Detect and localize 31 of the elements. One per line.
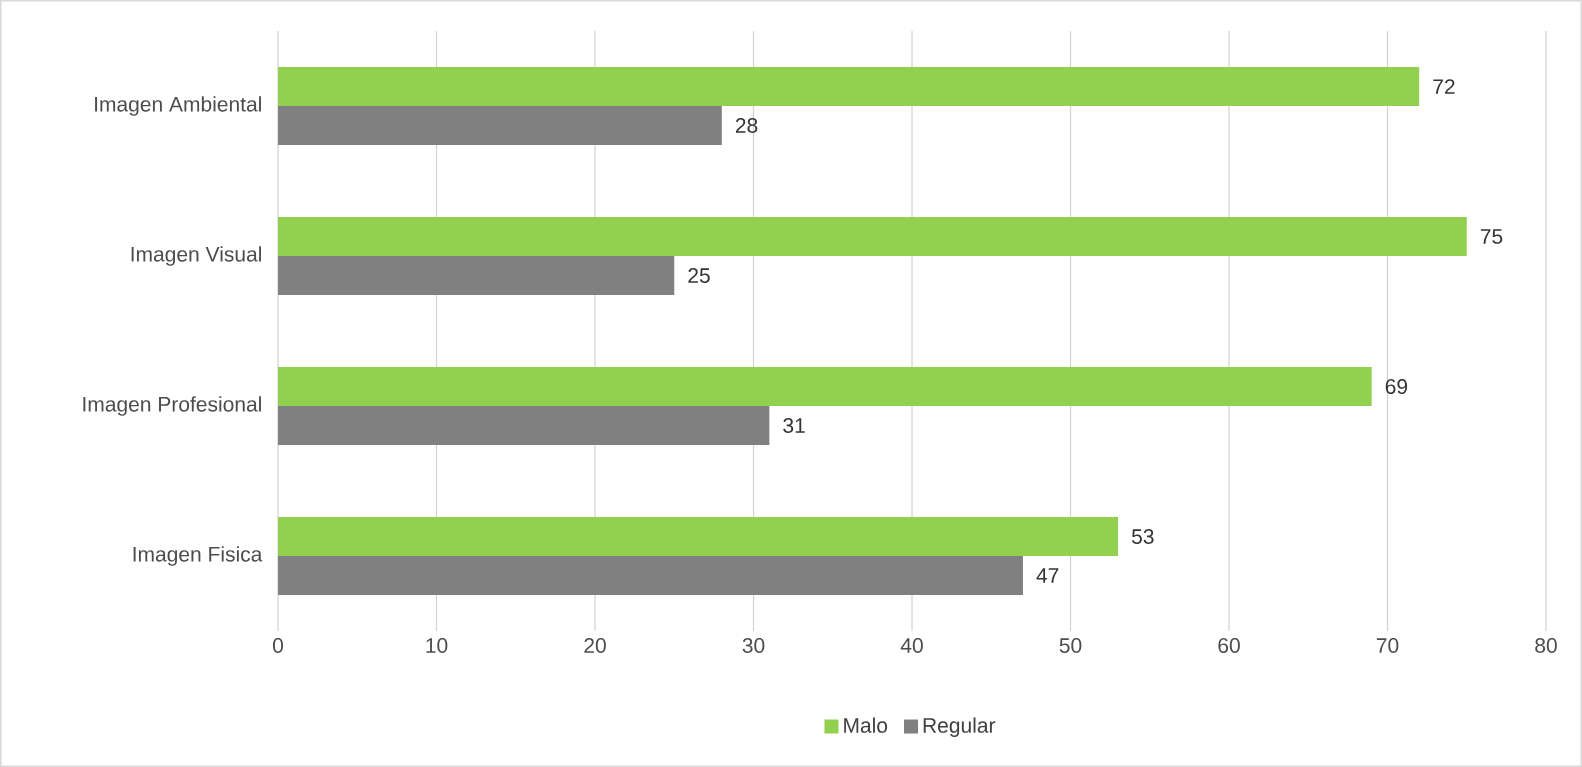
x-tick-label: 0 [272, 638, 284, 653]
legend-label: Regular [923, 717, 996, 737]
y-tick-label: Imagen Profesional [83, 396, 261, 416]
bar [278, 556, 1023, 596]
x-tick-label: 60 [1218, 638, 1240, 653]
bar [278, 67, 1420, 106]
x-tick-label: 20 [584, 638, 606, 653]
legend-label: Malo [844, 717, 888, 733]
data-label: 75 [1480, 229, 1503, 244]
x-tick-label: 40 [900, 638, 923, 653]
bar [278, 256, 675, 296]
bar [278, 367, 1372, 407]
data-label: 72 [1433, 79, 1455, 94]
data-label: 53 [1131, 529, 1154, 544]
bar [278, 406, 770, 446]
bar [278, 106, 722, 146]
data-label: 25 [688, 268, 710, 283]
x-tick-label: 50 [1059, 638, 1082, 653]
y-tick-label: Imagen Visual [131, 246, 261, 266]
bar [278, 517, 1119, 557]
data-label: 47 [1036, 568, 1059, 583]
x-tick-label: 80 [1535, 638, 1557, 653]
y-tick-label: Imagen Ambiental [95, 96, 261, 116]
data-label: 69 [1385, 379, 1408, 394]
data-label: 31 [783, 418, 805, 433]
data-label: 28 [735, 118, 758, 133]
x-tick-label: 70 [1376, 638, 1399, 653]
bar [278, 217, 1467, 257]
x-tick-label: 30 [742, 638, 765, 653]
y-tick-label: Imagen Fisica [133, 546, 263, 566]
x-tick-label: 10 [426, 638, 448, 653]
